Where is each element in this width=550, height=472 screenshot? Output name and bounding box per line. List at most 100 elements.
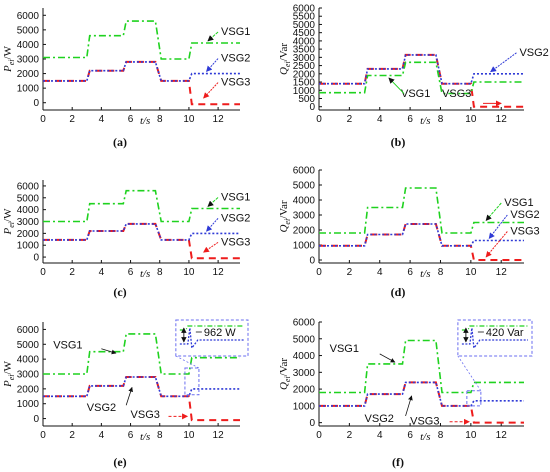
- series-line-vsg1: [43, 20, 240, 60]
- x-axis-label: t/s: [420, 268, 430, 280]
- x-tick-label: 6: [128, 114, 134, 125]
- series-line-vsg3: [319, 381, 524, 424]
- x-axis-label: t/s: [140, 431, 150, 443]
- y-tick-label: 6000: [17, 11, 40, 22]
- x-tick-label: 8: [157, 267, 163, 278]
- y-tick-label: 2000: [293, 69, 316, 80]
- x-tick-label: 6: [128, 267, 134, 278]
- series-label-vsg3: VSG3: [510, 226, 539, 238]
- x-tick-label: 2: [347, 114, 353, 125]
- series-line-vsg3: [319, 223, 524, 261]
- series-label-arrow: [125, 386, 133, 406]
- y-tick-label: 5000: [17, 25, 40, 36]
- y-tick-label: 5000: [293, 181, 316, 192]
- x-tick-label: 2: [347, 430, 353, 441]
- x-tick-label: 2: [69, 114, 75, 125]
- series-label-arrow: [101, 348, 117, 355]
- series-label-vsg3: VSG3: [221, 236, 250, 248]
- y-tick-label: 5500: [293, 12, 316, 23]
- y-tick-label: 0: [33, 414, 39, 425]
- series-line-vsg2: [319, 381, 524, 407]
- series-label-vsg1: VSG1: [221, 191, 250, 203]
- y-tick-label: 6000: [17, 325, 40, 336]
- series-label-arrow: [203, 82, 219, 99]
- x-tick-label: 12: [213, 430, 225, 441]
- panel-d: 0 2 4 6 8 10 12 0 1000 2000 3000 4000 5000 6000 Qei/Va…: [278, 166, 540, 300]
- zoom-region: [184, 367, 200, 396]
- series-label-arrow: [206, 58, 219, 73]
- y-tick-label: 0: [309, 256, 315, 267]
- y-axis-label: Pei/W: [2, 208, 16, 236]
- y-tick-label: 5000: [293, 20, 316, 31]
- panel-label: (d): [391, 285, 406, 299]
- x-tick-label: 10: [183, 114, 195, 125]
- zoom-region: [466, 390, 482, 407]
- inset-annotation: 962 W: [204, 327, 236, 339]
- series-line-vsg2: [43, 61, 240, 82]
- x-tick-label: 8: [157, 430, 163, 441]
- y-tick-label: 4500: [293, 28, 316, 39]
- series-label-vsg2: VSG2: [221, 212, 250, 224]
- y-tick-label: 4000: [17, 355, 40, 366]
- series-label-arrow: [207, 31, 219, 42]
- y-tick-label: 1000: [293, 401, 316, 412]
- series-line-vsg1: [319, 187, 524, 234]
- x-tick-label: 2: [347, 267, 353, 278]
- y-tick-label: 3000: [293, 53, 316, 64]
- series-label-vsg1: VSG1: [221, 26, 250, 38]
- y-axis-label: Pei/W: [2, 360, 16, 388]
- x-tick-label: 0: [316, 267, 322, 278]
- x-tick-label: 10: [465, 267, 477, 278]
- series-label-arrow: [388, 77, 405, 94]
- y-tick-label: 4000: [293, 351, 316, 362]
- series-line-vsg1: [43, 333, 240, 375]
- x-tick-label: 6: [128, 430, 134, 441]
- y-tick-label: 6000: [293, 4, 316, 15]
- panel-c: 0 2 4 6 8 10 120100020003000400050006000Pei/Wt…: [2, 180, 250, 299]
- x-tick-label: 4: [99, 267, 105, 278]
- y-tick-label: 1000: [17, 241, 40, 252]
- x-tick-label: 10: [465, 114, 477, 125]
- series-label-vsg2: VSG2: [519, 47, 548, 59]
- x-tick-label: 0: [40, 430, 46, 441]
- y-tick-label: 2000: [17, 69, 40, 80]
- series-line-vsg2: [319, 223, 524, 247]
- series-label-vsg2: VSG2: [87, 402, 116, 414]
- series-label-arrow: [203, 241, 219, 253]
- series-label-vsg2: VSG2: [365, 413, 394, 425]
- x-tick-label: 8: [438, 267, 444, 278]
- x-tick-label: 4: [99, 114, 105, 125]
- panel-a: 0 2 4 6 8 10 12 0 1000 2000 3000 4000 5000 6000 Pei/W t…: [2, 8, 250, 149]
- series-label-vsg3: VSG3: [221, 77, 250, 89]
- x-tick-label: 10: [465, 430, 477, 441]
- y-tick-label: 4000: [293, 196, 316, 207]
- x-tick-label: 6: [407, 267, 413, 278]
- y-tick-label: 3000: [17, 55, 40, 66]
- zoom-connector: [457, 355, 482, 391]
- x-tick-label: 12: [496, 114, 508, 125]
- series-label-arrow: [488, 214, 508, 239]
- y-tick-label: 2000: [293, 385, 316, 396]
- y-tick-label: 3000: [17, 370, 40, 381]
- x-tick-label: 6: [407, 430, 413, 441]
- series-label-vsg1: VSG1: [504, 197, 533, 209]
- series-label-arrow: [206, 218, 219, 232]
- x-axis-label: t/s: [420, 115, 430, 127]
- series-line-vsg1: [43, 189, 240, 223]
- series-line-vsg1: [319, 61, 524, 95]
- y-tick-label: 3000: [17, 217, 40, 228]
- series-line-vsg2: [43, 223, 240, 241]
- y-tick-label: 3000: [293, 211, 316, 222]
- y-tick-label: 2000: [293, 226, 316, 237]
- y-tick-label: 4000: [17, 40, 40, 51]
- x-tick-label: 4: [377, 267, 383, 278]
- y-tick-label: 5000: [293, 334, 316, 345]
- y-tick-label: 0: [33, 253, 39, 264]
- x-tick-label: 8: [157, 114, 163, 125]
- series-label-arrow: [207, 197, 219, 207]
- x-tick-label: 0: [40, 114, 46, 125]
- y-tick-label: 1000: [17, 399, 40, 410]
- inset-annotation: 420 Var: [486, 327, 524, 339]
- y-tick-label: 4000: [17, 205, 40, 216]
- y-tick-label: 6000: [17, 181, 40, 192]
